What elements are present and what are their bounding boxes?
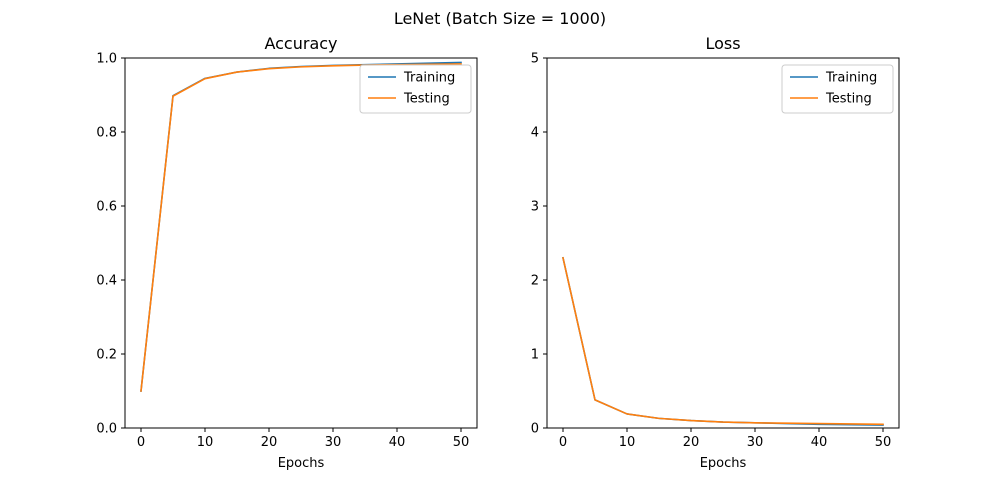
y-tick-label: 0.4 (96, 274, 117, 289)
y-tick-label: 3 (531, 200, 539, 215)
legend-label-training: Training (403, 71, 455, 86)
x-tick-label: 30 (325, 435, 342, 450)
y-tick-label: 4 (531, 126, 539, 141)
series-group (562, 256, 884, 426)
y-tick-label: 0.2 (96, 348, 117, 363)
loss-chart: Loss 0 10 20 30 40 50 0 1 2 3 4 5 Epochs Training Testi… (531, 34, 900, 471)
x-tick-label: 40 (389, 435, 406, 450)
x-axis-label: Epochs (700, 456, 747, 471)
y-tick-label: 1 (531, 348, 539, 363)
x-tick-label: 0 (137, 435, 145, 450)
x-tick-label: 0 (559, 435, 567, 450)
legend-label-testing: Testing (825, 92, 872, 107)
y-tick-label: 2 (531, 274, 539, 289)
axes-frame (124, 57, 478, 429)
x-tick-label: 20 (683, 435, 700, 450)
x-tick-label: 20 (261, 435, 278, 450)
x-tick-label: 10 (197, 435, 214, 450)
x-tick-label: 50 (453, 435, 470, 450)
chart-title: Accuracy (264, 34, 337, 53)
y-tick-label: 0.0 (96, 422, 117, 437)
figure-title: LeNet (Batch Size = 1000) (394, 9, 606, 28)
legend: Training Testing (781, 64, 894, 114)
legend-label-testing: Testing (403, 92, 450, 107)
chart-title: Loss (705, 34, 740, 53)
y-tick-label: 0.8 (96, 126, 117, 141)
axes-frame (546, 57, 900, 429)
legend: Training Testing (359, 64, 472, 114)
y-tick-label: 5 (531, 52, 539, 67)
x-tick-label: 30 (747, 435, 764, 450)
y-tick-label: 0 (531, 422, 539, 437)
x-axis-label: Epochs (278, 456, 325, 471)
series-line-testing (562, 256, 884, 426)
y-tick-label: 0.6 (96, 200, 117, 215)
y-tick-label: 1.0 (96, 52, 117, 67)
x-tick-label: 10 (619, 435, 636, 450)
accuracy-chart: Accuracy 0 10 20 30 40 50 0.0 0.2 0.4 0.6 0.8 1.0 Epo… (96, 34, 478, 471)
x-tick-label: 40 (811, 435, 828, 450)
legend-label-training: Training (825, 71, 877, 86)
x-tick-label: 50 (875, 435, 892, 450)
